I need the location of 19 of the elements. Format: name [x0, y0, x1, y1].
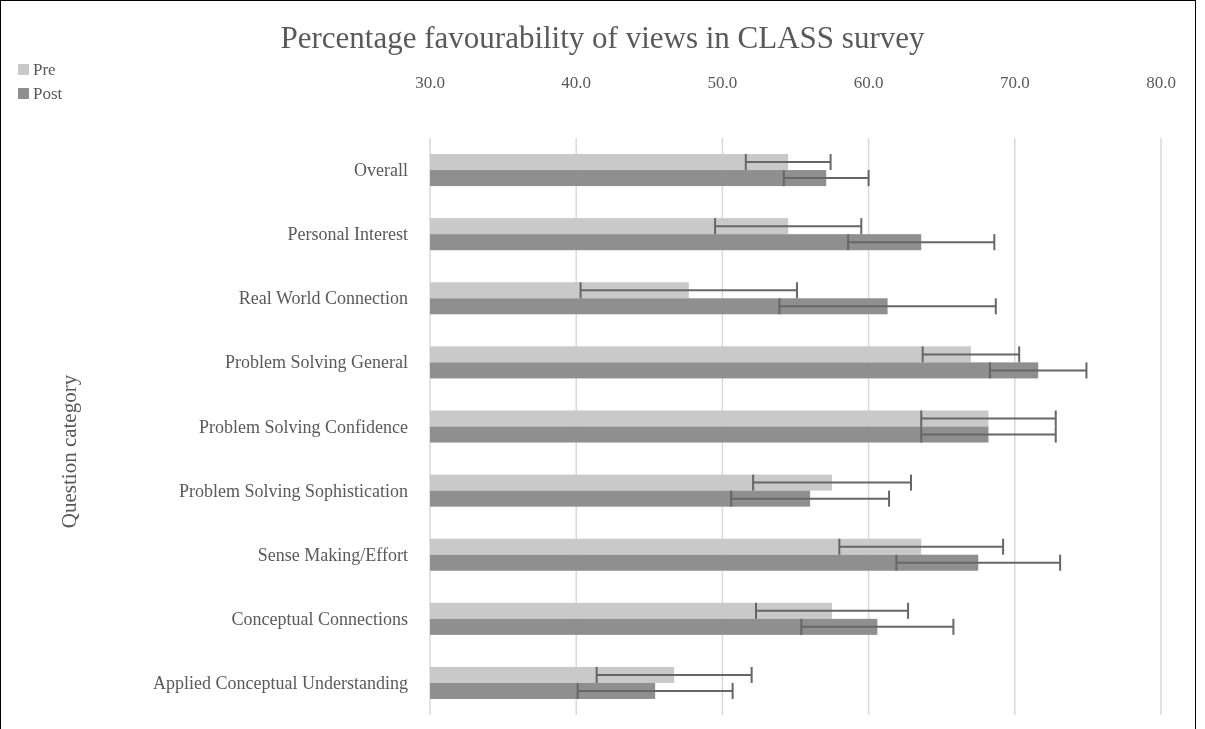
y-axis-title: Question category: [57, 374, 81, 529]
y-tick-label: Conceptual Connections: [231, 608, 408, 629]
x-tick-label: 30.0: [415, 73, 445, 92]
y-tick-label: Problem Solving General: [225, 352, 408, 373]
y-tick-label: Real World Connection: [238, 288, 408, 309]
x-tick-label: 40.0: [561, 73, 592, 92]
y-tick-label: Personal Interest: [287, 224, 408, 245]
x-tick-label: 50.0: [707, 73, 738, 92]
chart-title: Percentage favourability of views in CLASS survey: [280, 20, 925, 55]
y-tick-label: Sense Making/Effort: [257, 544, 408, 565]
y-tick-label: Problem Solving Confidence: [199, 416, 408, 437]
x-tick-label: 80.0: [1146, 73, 1176, 92]
x-tick-label: 70.0: [999, 73, 1030, 92]
y-tick-label: Overall: [354, 160, 408, 181]
x-tick-label: 60.0: [853, 73, 884, 92]
y-tick-label: Applied Conceptual Understanding: [153, 672, 408, 693]
legend-label: Post: [33, 84, 63, 103]
legend-label: Pre: [33, 60, 56, 79]
y-tick-label: Problem Solving Sophistication: [178, 480, 408, 501]
